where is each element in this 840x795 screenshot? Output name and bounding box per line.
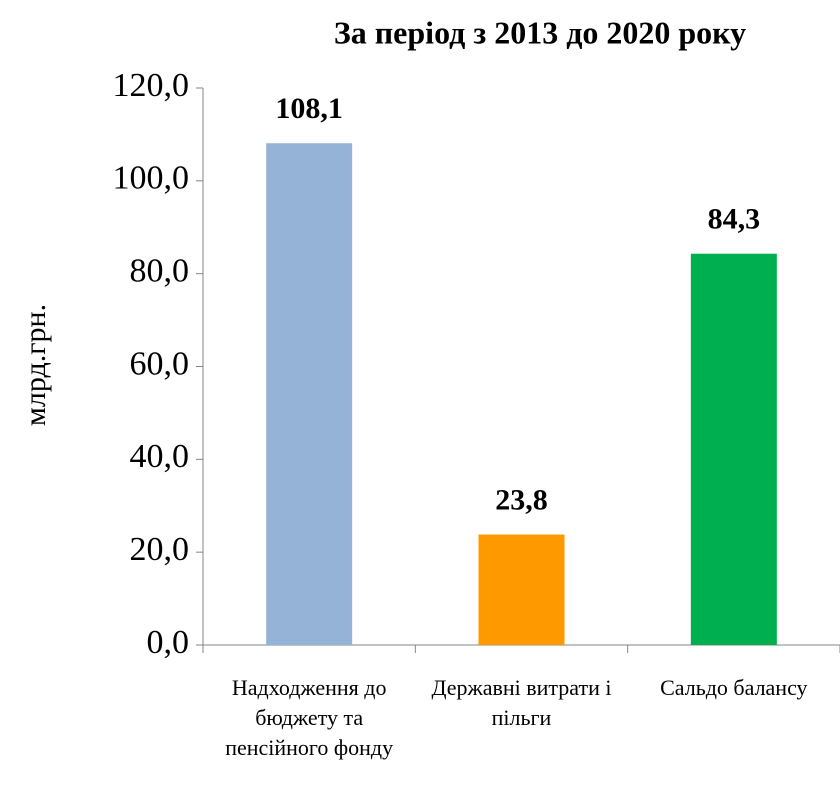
x-tick-label: Надходження до бюджету та пенсійного фонду — [225, 675, 393, 760]
bar — [690, 253, 777, 645]
x-tick-label: Сальдо балансу — [660, 675, 807, 700]
y-tick-label: 80,0 — [130, 252, 190, 289]
value-label: 23,8 — [495, 483, 548, 516]
x-tick-line: Сальдо балансу — [660, 675, 807, 700]
x-tick-line: пенсійного фонду — [225, 735, 393, 760]
y-axis-label: млрд.грн. — [19, 304, 52, 426]
bar — [266, 143, 353, 645]
y-tick-label: 20,0 — [130, 531, 190, 568]
y-tick-label: 100,0 — [113, 160, 190, 197]
x-tick-line: Надходження до — [232, 675, 387, 700]
x-tick-label: Державні витрати і пільги — [431, 675, 611, 730]
y-tick-label: 0,0 — [147, 624, 190, 661]
y-tick-label: 60,0 — [130, 345, 190, 382]
chart-title: За період з 2013 до 2020 року — [334, 14, 746, 50]
x-tick-line: бюджету та — [255, 705, 363, 730]
y-tick-label: 40,0 — [130, 438, 190, 475]
y-tick-label: 120,0 — [113, 67, 190, 104]
x-tick-line: пільги — [492, 705, 552, 730]
x-tick-line: Державні витрати і — [431, 675, 611, 700]
value-label: 84,3 — [708, 203, 761, 236]
value-label: 108,1 — [275, 92, 343, 125]
bar — [478, 534, 565, 645]
